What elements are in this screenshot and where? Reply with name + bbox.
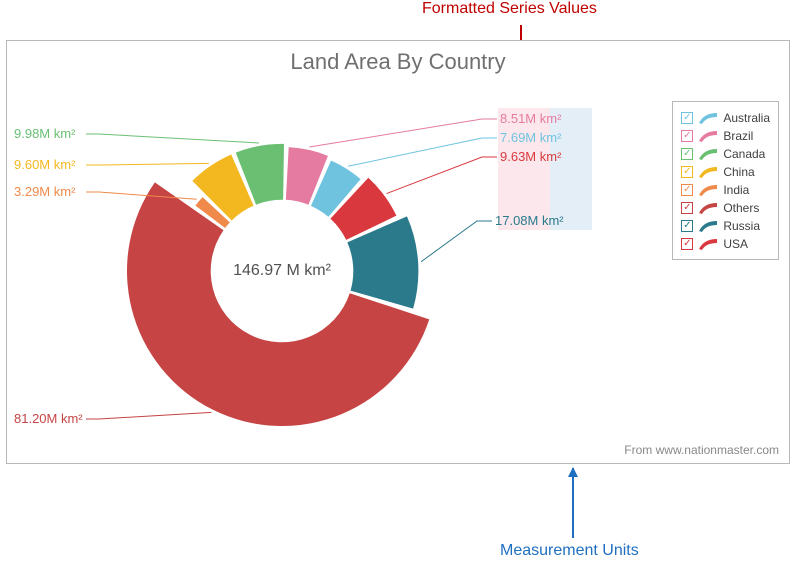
- legend-label: Brazil: [723, 129, 753, 143]
- label-brazil: 8.51M km²: [500, 111, 561, 126]
- legend-item-usa[interactable]: ✓ USA: [681, 235, 770, 252]
- legend-checkbox-india[interactable]: ✓: [681, 184, 693, 196]
- label-china: 9.60M km²: [14, 157, 75, 172]
- legend-swatch-icon: [698, 201, 718, 215]
- donut-chart: 146.97 M km²: [107, 96, 457, 446]
- legend-checkbox-russia[interactable]: ✓: [681, 220, 693, 232]
- highlight-blue: [550, 108, 592, 230]
- legend-label: USA: [723, 237, 748, 251]
- legend-item-australia[interactable]: ✓ Australia: [681, 109, 770, 126]
- legend-label: Australia: [723, 111, 770, 125]
- legend-swatch-icon: [698, 237, 718, 251]
- legend-label: Canada: [723, 147, 765, 161]
- legend-item-india[interactable]: ✓ India: [681, 181, 770, 198]
- source-attribution: From www.nationmaster.com: [624, 443, 779, 457]
- annotation-formatted-values: Formatted Series Values: [422, 0, 597, 18]
- highlight-pink: [498, 108, 550, 230]
- chart-title: Land Area By Country: [7, 49, 789, 75]
- legend-swatch-icon: [698, 147, 718, 161]
- label-canada: 9.98M km²: [14, 126, 75, 141]
- legend-checkbox-australia[interactable]: ✓: [681, 112, 693, 124]
- legend-checkbox-usa[interactable]: ✓: [681, 238, 693, 250]
- legend-label: Others: [723, 201, 759, 215]
- center-total-label: 146.97 M km²: [233, 262, 331, 280]
- legend-swatch-icon: [698, 183, 718, 197]
- legend-label: India: [723, 183, 749, 197]
- label-usa: 9.63M km²: [500, 149, 561, 164]
- legend-checkbox-others[interactable]: ✓: [681, 202, 693, 214]
- legend: ✓ Australia ✓ Brazil ✓ Canada ✓ China ✓ India ✓ Oth…: [672, 101, 779, 260]
- legend-swatch-icon: [698, 219, 718, 233]
- legend-checkbox-china[interactable]: ✓: [681, 166, 693, 178]
- label-australia: 7.69M km²: [500, 130, 561, 145]
- annotation-measurement-units: Measurement Units: [500, 542, 639, 560]
- legend-item-brazil[interactable]: ✓ Brazil: [681, 127, 770, 144]
- arrow-bottom: [572, 468, 574, 538]
- label-others: 81.20M km²: [14, 411, 83, 426]
- label-india: 3.29M km²: [14, 184, 75, 199]
- legend-item-china[interactable]: ✓ China: [681, 163, 770, 180]
- legend-swatch-icon: [698, 165, 718, 179]
- legend-swatch-icon: [698, 111, 718, 125]
- label-russia: 17.08M km²: [495, 213, 564, 228]
- chart-frame: Land Area By Country 146.97 M km² 8.51M …: [6, 40, 790, 464]
- legend-label: Russia: [723, 219, 760, 233]
- legend-item-russia[interactable]: ✓ Russia: [681, 217, 770, 234]
- legend-checkbox-canada[interactable]: ✓: [681, 148, 693, 160]
- legend-label: China: [723, 165, 754, 179]
- legend-item-others[interactable]: ✓ Others: [681, 199, 770, 216]
- legend-checkbox-brazil[interactable]: ✓: [681, 130, 693, 142]
- legend-swatch-icon: [698, 129, 718, 143]
- legend-item-canada[interactable]: ✓ Canada: [681, 145, 770, 162]
